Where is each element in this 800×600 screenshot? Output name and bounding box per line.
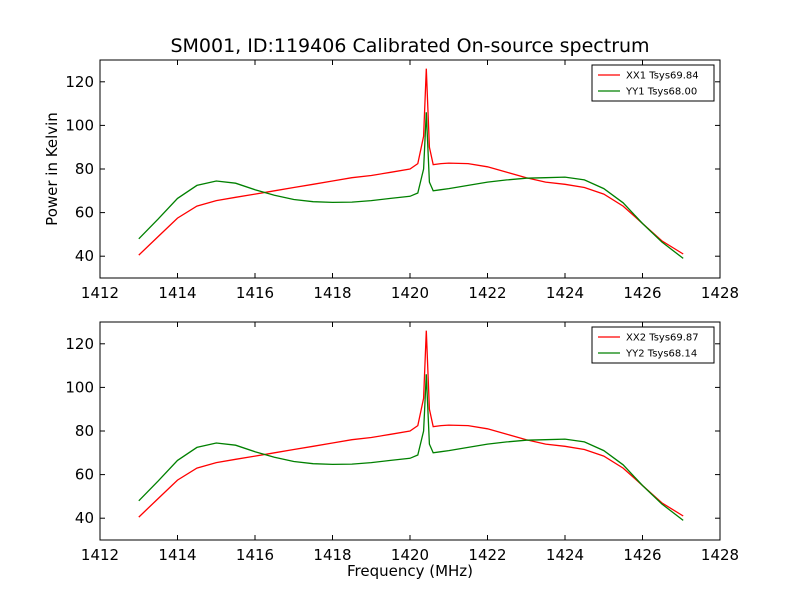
y-tick-label: 120 (65, 335, 94, 353)
y-tick-label: 100 (65, 378, 94, 396)
y-tick-label: 120 (65, 73, 94, 91)
series-line-xx2 (138, 330, 684, 518)
y-tick-label: 40 (75, 509, 94, 527)
legend-box (591, 64, 715, 102)
x-tick-label: 1424 (546, 546, 584, 564)
y-tick-label: 100 (65, 116, 94, 134)
series-line-xx1 (138, 68, 684, 256)
x-tick-label: 1416 (236, 284, 274, 302)
x-tick-label: 1412 (81, 284, 119, 302)
top-spectrum-panel: 1412 1414 1416 1418 1420 1422 1424 1426 1428 40 60… (43, 35, 739, 302)
y-tick-label: 60 (75, 204, 94, 222)
x-axis-label: Frequency (MHz) (347, 562, 473, 580)
legend: XX1 Tsys69.84 YY1 Tsys68.00 (591, 64, 715, 102)
x-tick-label: 1422 (468, 546, 506, 564)
x-tick-label: 1412 (81, 546, 119, 564)
legend-label: XX2 Tsys69.87 (626, 333, 699, 344)
x-tick-label: 1426 (623, 546, 661, 564)
legend-box (591, 326, 715, 364)
legend-label: YY1 Tsys68.00 (625, 87, 697, 98)
x-tick-label: 1428 (701, 284, 739, 302)
x-tick-label: 1426 (623, 284, 661, 302)
x-tick-label: 1418 (313, 284, 351, 302)
x-tick-label: 1420 (391, 284, 429, 302)
x-tick-label: 1414 (158, 546, 196, 564)
x-tick-label: 1424 (546, 284, 584, 302)
x-tick-label: 1420 (391, 546, 429, 564)
y-tick-label: 40 (75, 247, 94, 265)
y-axis-label: Power in Kelvin (43, 112, 61, 226)
x-tick-label: 1428 (701, 546, 739, 564)
x-tick-label: 1422 (468, 284, 506, 302)
x-tick-label: 1416 (236, 546, 274, 564)
y-tick-label: 60 (75, 466, 94, 484)
y-tick-label: 80 (75, 160, 94, 178)
y-tick-label: 80 (75, 422, 94, 440)
x-tick-label: 1418 (313, 546, 351, 564)
legend: XX2 Tsys69.87 YY2 Tsys68.14 (591, 326, 715, 364)
legend-label: YY2 Tsys68.14 (625, 349, 697, 360)
bottom-spectrum-panel: 1412 1414 1416 1418 1420 1422 1424 1426 1428 40 60… (65, 321, 739, 580)
chart-title: SM001, ID:119406 Calibrated On-source sp… (170, 35, 649, 57)
series-line-yy1 (138, 112, 684, 259)
legend-label: XX1 Tsys69.84 (626, 71, 699, 82)
x-tick-label: 1414 (158, 284, 196, 302)
series-line-yy2 (138, 374, 684, 521)
